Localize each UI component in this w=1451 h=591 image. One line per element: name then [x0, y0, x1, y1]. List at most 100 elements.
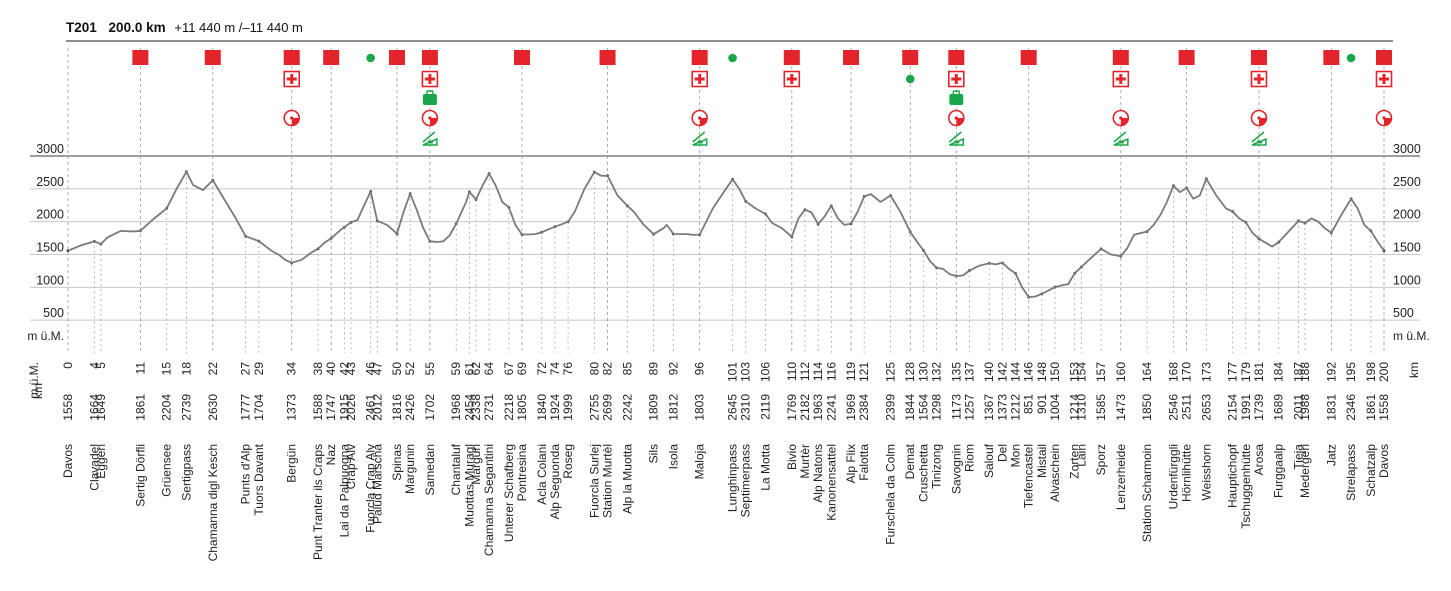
ebike-charging-icon-stroke	[422, 131, 436, 143]
waypoint-elevation-label: 1558	[1377, 394, 1391, 421]
waypoint-elevation-label: 1214	[1068, 394, 1082, 421]
first-aid-cross-icon-glyph	[786, 74, 797, 84]
waypoint-name-label: Mistail	[1035, 444, 1049, 478]
waypoint-elevation-label: 1739	[1252, 394, 1266, 421]
waypoint-name-label: Medergen	[1298, 444, 1312, 498]
waypoint-elevation-label: 1963	[811, 394, 825, 421]
waypoint-km-label: 64	[482, 362, 496, 376]
luggage-icon	[422, 94, 437, 105]
waypoint-km-label: 116	[824, 362, 838, 381]
waypoint-elevation-label: 1173	[949, 394, 963, 420]
ebike-charging-icon-plug	[954, 140, 960, 144]
route-id: T201	[66, 20, 97, 35]
waypoint-km-label: 112	[798, 362, 812, 381]
waypoint-elevation-label: 1212	[1009, 394, 1023, 421]
waypoint-elevation-label: 1803	[693, 394, 707, 421]
waypoint-elevation-label: 1924	[548, 394, 562, 421]
waypoint-km-label: 15	[160, 362, 174, 376]
waypoint-name-label: Lenzerheide	[1114, 444, 1128, 510]
public-transport-dot-icon	[366, 53, 375, 63]
luggage-icon	[949, 94, 964, 105]
chart-header: T201 200.0 km +11 440 m /–11 440 m	[66, 20, 303, 35]
waypoint-name-label: Lunghinpass	[726, 444, 740, 512]
waypoint-elevation-label: 1988	[1298, 394, 1312, 421]
waypoint-elevation-label: 1373	[995, 394, 1009, 421]
waypoint-elevation-label: 2630	[206, 394, 220, 421]
waypoint-name-label: Hörnlihütte	[1180, 444, 1194, 502]
waypoint-elevation-label: 851	[1022, 394, 1036, 414]
waypoint-elevation-label: 1588	[311, 394, 325, 421]
waypoint-elevation-label: 2310	[739, 394, 753, 421]
waypoint-elevation-label: 1769	[785, 394, 799, 421]
waypoint-km-label: 132	[930, 362, 944, 382]
bicycle-service-icon-sector	[291, 118, 300, 126]
waypoint-name-label: Chamanna digl Kesch	[206, 444, 220, 561]
ebike-charging-icon-stroke	[1113, 131, 1127, 143]
waypoint-name-label: Grüensee	[160, 444, 174, 497]
waypoint-km-label: 154	[1074, 362, 1088, 382]
waypoint-elevation-label: 2241	[824, 394, 838, 421]
waypoint-elevation-label: 2399	[884, 394, 898, 421]
stage-stop-square-icon	[514, 50, 531, 65]
stage-stop-square-icon	[1178, 50, 1195, 65]
stage-stop-square-icon	[1020, 50, 1037, 65]
waypoint-elevation-label: 1861	[1364, 394, 1378, 421]
waypoint-km-label: 96	[693, 362, 707, 376]
waypoint-name-label: Palüd Marscha	[370, 444, 384, 524]
waypoint-name-label: Salouf	[982, 443, 996, 478]
waypoint-name-label: Acla Colani	[535, 444, 549, 505]
waypoint-name-label: Unterer Schafberg	[502, 444, 516, 542]
waypoint-elevation-label: 2011	[1292, 394, 1306, 420]
waypoint-km-label: 135	[949, 362, 963, 382]
waypoint-elevation-label: 1812	[666, 394, 680, 421]
y-tick-label-left: 3000	[36, 142, 64, 156]
stage-stop-square-icon	[1376, 50, 1392, 65]
stage-stop-square-icon	[691, 50, 708, 65]
public-transport-dot-icon	[905, 74, 915, 84]
bicycle-service-icon-hub	[698, 116, 702, 120]
y-tick-label-right: 2000	[1393, 208, 1421, 222]
stage-stop-square-icon	[902, 50, 919, 65]
bicycle-service-icon-sector	[1258, 118, 1267, 126]
waypoint-name-label: Schatzalp	[1364, 444, 1378, 497]
waypoint-km-label: 38	[311, 362, 325, 376]
waypoint-name-label: Fuorcla Crap Alv	[364, 444, 378, 533]
waypoint-name-label: Chamanna Segantini	[482, 444, 496, 556]
y-tick-label-right: 1500	[1393, 241, 1421, 255]
stage-stop-square-icon	[843, 50, 860, 65]
public-transport-dot-icon	[728, 53, 737, 63]
waypoint-elevation-label: 2119	[759, 394, 773, 420]
ebike-charging-icon-plug	[1256, 140, 1262, 144]
waypoint-km-label: 170	[1180, 362, 1194, 382]
waypoint-km-label: 200	[1377, 362, 1391, 382]
waypoint-km-label: 92	[666, 362, 680, 376]
waypoint-km-label: 5	[94, 362, 108, 369]
waypoint-elevation-label: 1257	[963, 394, 977, 421]
waypoint-elevation-label: 1373	[285, 394, 299, 421]
waypoint-elevation-label: 1298	[930, 394, 944, 421]
waypoint-elevation-label: 1689	[1272, 394, 1286, 421]
waypoint-km-label: 50	[390, 362, 404, 376]
waypoint-km-label: 164	[1140, 362, 1154, 382]
waypoint-elevation-label: 1840	[535, 394, 549, 421]
bicycle-service-icon-hub	[1382, 116, 1386, 120]
waypoint-elevation-label: 1649	[94, 394, 108, 421]
waypoint-name-label: Alp Seguonda	[548, 444, 562, 520]
waypoint-elevation-label: 2154	[1226, 394, 1240, 421]
waypoint-name-label: Alp la Muotta	[620, 444, 634, 514]
elevation-profile-line	[67, 170, 1385, 298]
waypoint-elevation-label: 1968	[449, 394, 463, 421]
waypoint-elevation-label: 1915	[337, 394, 351, 421]
waypoint-name-label: Savognin	[949, 444, 963, 494]
waypoint-elevation-label: 2384	[857, 394, 871, 421]
waypoint-km-label: 46	[364, 362, 378, 376]
waypoint-elevation-label: 2454	[462, 394, 476, 421]
waypoint-name-label: Lai da Palpuogna	[337, 444, 351, 538]
waypoint-km-label: 11	[133, 362, 147, 375]
stage-stop-square-icon	[1112, 50, 1129, 65]
ebike-charging-icon-plug	[1118, 140, 1124, 144]
waypoint-elevation-label: 2645	[726, 394, 740, 421]
waypoint-km-label: 173	[1199, 362, 1213, 382]
waypoint-km-label: 40	[324, 362, 338, 376]
stage-stop-square-icon	[1250, 50, 1267, 65]
